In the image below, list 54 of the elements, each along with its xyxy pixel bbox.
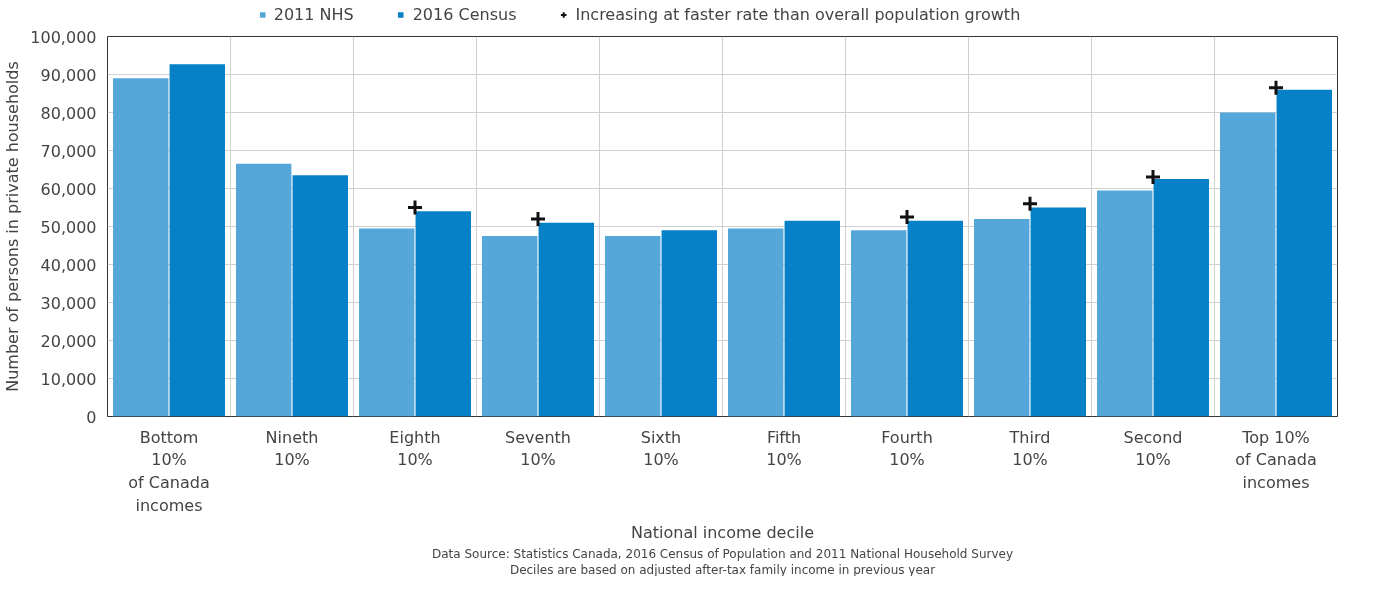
y-tick-label: 50,000 (40, 217, 97, 237)
legend-label: 2016 Census (412, 4, 517, 24)
point (898, 208, 916, 226)
point (1021, 195, 1039, 213)
bar (358, 228, 415, 417)
y-tick-label: 80,000 (40, 103, 97, 123)
bar (1096, 190, 1153, 417)
y-tick-label: 20,000 (40, 331, 97, 351)
x-tick-label: Fourth 10% (881, 427, 933, 470)
x-tick-label: Top 10% of Canada incomes (1235, 427, 1317, 493)
source-note: Data Source: Statistics Canada, 2016 Census of Population and 2011 National Household Survey (432, 546, 1014, 561)
legend-label: 2011 NHS (273, 4, 354, 24)
bar (727, 228, 784, 417)
x-tick-label: Second 10% (1123, 427, 1183, 470)
bar (1030, 207, 1087, 417)
bar (850, 230, 907, 417)
bar (292, 175, 349, 417)
y-tick-label: 100,000 (30, 27, 97, 47)
x-axis-title: National income decile (631, 522, 814, 542)
y-tick-label: 60,000 (40, 179, 97, 199)
text: Deciles are based on adjusted after-tax family income in previous year (509, 562, 936, 577)
legend-label: Increasing at faster rate than overall population growth (575, 4, 1021, 24)
point (1267, 79, 1285, 97)
x-tick-label: Fifth 10% (766, 427, 802, 470)
x-tick-label: Sixth 10% (640, 427, 682, 470)
bar (661, 230, 718, 417)
bar (112, 78, 169, 417)
y-tick-label: 0 (86, 407, 97, 427)
x-tick-label: Eighth 10% (389, 427, 441, 470)
y-tick-label: 10,000 (40, 369, 97, 389)
x-tick-label: Third 10% (1008, 427, 1051, 470)
y-axis-title: Number of persons in private households (3, 61, 23, 392)
bar (1153, 179, 1210, 417)
bar (481, 236, 538, 417)
bar (784, 220, 841, 417)
x-tick-label: Nineth 10% (265, 427, 319, 470)
bar (1219, 112, 1276, 417)
bar (973, 218, 1030, 417)
bar (1276, 89, 1333, 417)
point (529, 210, 547, 228)
y-tick-label: 30,000 (40, 293, 97, 313)
point (406, 199, 424, 216)
bar (415, 211, 472, 417)
x-tick-label: Bottom 10% of Canada incomes (128, 427, 210, 515)
bar (169, 64, 226, 417)
point (1144, 168, 1162, 186)
y-tick-label: 90,000 (40, 65, 97, 85)
x-tick-label: Seventh 10% (505, 427, 571, 470)
bar (604, 236, 661, 417)
y-tick-label: 40,000 (40, 255, 97, 275)
y-tick-label: 70,000 (40, 141, 97, 161)
bar (907, 220, 964, 417)
bar (235, 163, 292, 417)
bar (538, 222, 595, 417)
